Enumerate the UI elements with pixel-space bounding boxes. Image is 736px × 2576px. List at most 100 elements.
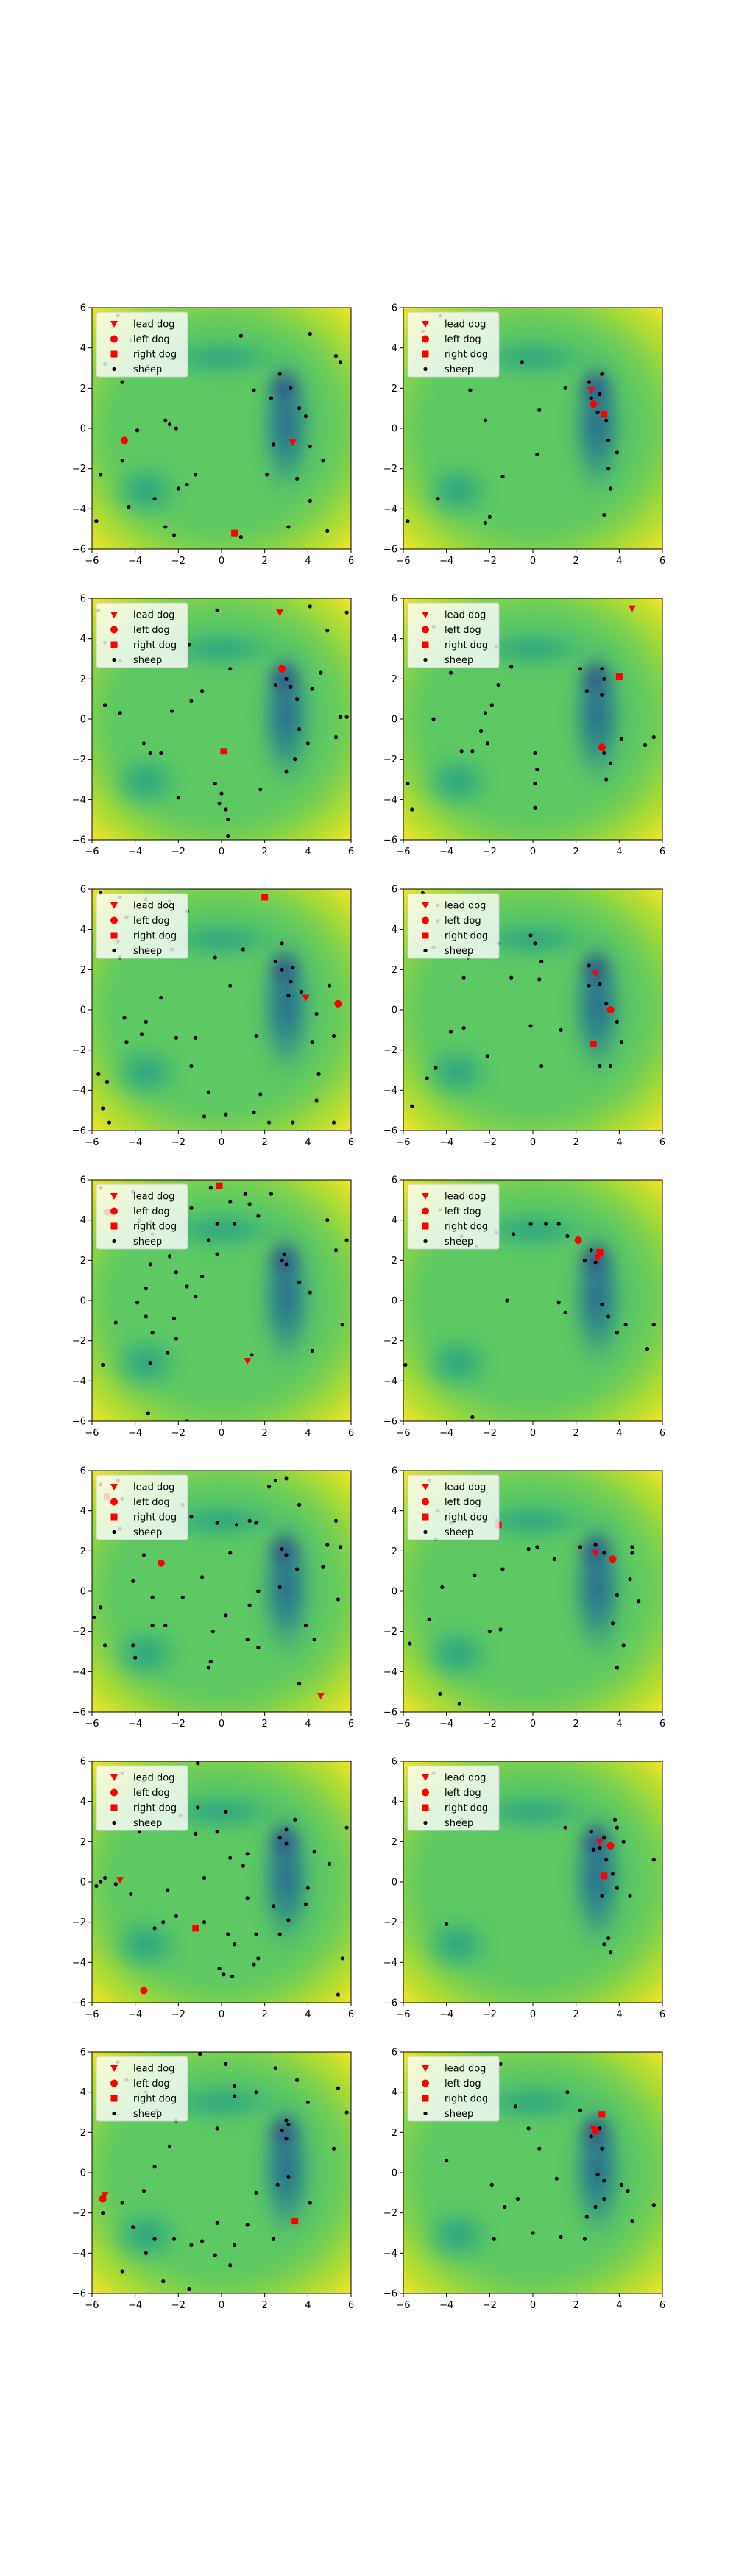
sheep-point	[171, 1317, 177, 1321]
sheep-point	[612, 1817, 618, 1822]
sheep-point	[483, 520, 488, 526]
x-tick-label: −6	[85, 846, 99, 857]
x-tick-label: −6	[85, 1719, 99, 1730]
sheep-point	[273, 2066, 277, 2070]
x-tick-label: −2	[171, 1428, 185, 1439]
sheep-point	[99, 473, 103, 477]
sheep-point	[336, 1992, 340, 1997]
y-tick-label: 6	[80, 303, 86, 314]
sheep-point	[408, 1641, 412, 1646]
sheep-point	[189, 1064, 194, 1069]
sheep-point	[99, 1880, 103, 1884]
sheep-point	[118, 711, 122, 715]
sheep-point	[533, 781, 537, 786]
sheep-point	[602, 1942, 606, 1947]
sheep-point	[584, 2215, 589, 2219]
sheep-point	[598, 1064, 602, 1069]
y-tick-label: 2	[392, 2128, 397, 2139]
sheep-point	[103, 1875, 107, 1880]
x-tick-label: −4	[128, 2009, 142, 2020]
sheep-point	[169, 709, 174, 713]
sheep-point	[122, 1016, 127, 1020]
sheep-point	[651, 1858, 656, 1862]
legend-label: right dog	[133, 350, 177, 361]
y-tick-label: 6	[80, 2048, 86, 2059]
sheep-point	[554, 2176, 559, 2181]
x-tick-label: 2	[573, 2009, 579, 2020]
sheep-point	[217, 802, 222, 806]
sheep-point	[141, 1553, 146, 1557]
y-tick-label: 0	[80, 2168, 86, 2179]
sheep-point	[630, 1545, 634, 1549]
x-tick-label: −6	[396, 846, 410, 857]
y-tick-label: 6	[392, 1175, 397, 1186]
legend-label: left dog	[133, 1497, 170, 1508]
sheep-point	[284, 1827, 289, 1832]
left-dog-point	[606, 1841, 615, 1850]
sheep-point	[159, 751, 163, 756]
sheep-point	[615, 1825, 620, 1830]
sheep-point	[206, 1666, 210, 1670]
legend-box	[407, 1474, 500, 1540]
sheep-point	[215, 1830, 219, 1834]
x-tick-label: −4	[439, 1719, 453, 1730]
legend: lead dog left dog right dog sheep	[96, 893, 188, 959]
legend-marker-lead-dog	[422, 1484, 429, 1490]
sheep-point	[448, 1030, 453, 1034]
legend-label: lead dog	[445, 610, 486, 621]
left-dog-point	[278, 665, 286, 673]
sheep-point	[321, 459, 325, 463]
legend: lead dog left dog right dog sheep	[96, 602, 188, 668]
sheep-point	[336, 2086, 340, 2090]
legend: lead dog left dog right dog sheep	[407, 602, 500, 668]
sheep-point	[600, 667, 604, 671]
sheep-point	[604, 418, 609, 422]
legend: lead dog left dog right dog sheep	[407, 1765, 500, 1831]
legend-label: sheep	[133, 1236, 162, 1248]
x-tick-label: 0	[530, 1137, 536, 1148]
y-tick-label: −2	[72, 2208, 86, 2219]
sheep-point	[228, 1200, 233, 1204]
y-tick-label: −6	[72, 1126, 86, 1137]
legend: lead dog left dog right dog sheep	[407, 893, 500, 959]
left-dog-point	[334, 999, 342, 1008]
sheep-point	[593, 1260, 598, 1264]
sheep-point	[406, 781, 410, 786]
sheep-point	[233, 1222, 237, 1226]
x-tick-label: 6	[659, 1719, 665, 1730]
x-tick-label: −2	[483, 1137, 497, 1148]
sheep-point	[280, 1547, 284, 1551]
y-tick-label: 4	[80, 343, 86, 354]
sheep-point	[587, 963, 591, 968]
sheep-point	[135, 428, 140, 433]
left-dog-point	[121, 436, 128, 445]
legend-marker-sheep	[423, 657, 428, 662]
y-tick-label: −6	[72, 2289, 86, 2300]
subplot-14: −6 −4 −2 0 2 4 6 −6 −4 −2 0 2 4 6 lead dog left dog righ…	[383, 2048, 665, 2312]
sheep-point	[194, 1036, 198, 1040]
legend-label: right dog	[445, 1803, 488, 1814]
legend-marker-sheep	[423, 1239, 428, 1244]
legend-marker-sheep	[423, 1529, 428, 1535]
sheep-point	[340, 1323, 344, 1327]
sheep-point	[310, 1348, 314, 1353]
sheep-point	[600, 1302, 604, 1307]
x-tick-label: −6	[396, 1137, 410, 1148]
sheep-point	[328, 1861, 332, 1866]
legend-marker-right-dog	[110, 2095, 118, 2102]
sheep-point	[120, 459, 124, 463]
legend-marker-sheep	[112, 1820, 116, 1825]
y-tick-label: 4	[392, 2087, 397, 2098]
x-tick-label: 0	[530, 556, 536, 567]
legend: lead dog left dog right dog sheep	[96, 1183, 188, 1250]
sheep-point	[254, 1521, 258, 1525]
sheep-point	[344, 610, 349, 615]
scatter-points	[96, 604, 349, 838]
x-tick-label: 6	[659, 2300, 665, 2311]
legend-marker-left-dog	[422, 335, 429, 343]
x-tick-label: 6	[659, 556, 665, 567]
legend-marker-lead-dog	[110, 321, 118, 328]
sheep-point	[280, 941, 284, 946]
legend-box	[96, 1183, 188, 1250]
y-tick-label: −6	[383, 1708, 397, 1719]
